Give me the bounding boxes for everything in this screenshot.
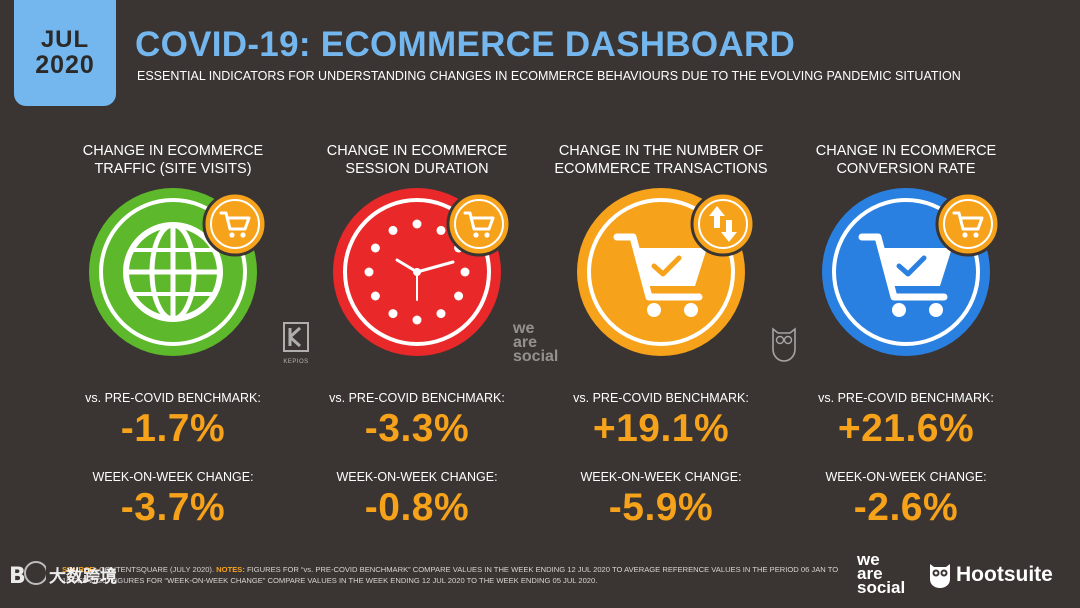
indicator-traffic: CHANGE IN ECOMMERCE TRAFFIC (SITE VISITS…: [53, 142, 293, 529]
source-text: CONTENTSQUARE (JULY 2020).: [97, 565, 217, 574]
cart-check-icon: [577, 188, 756, 356]
clock-icon: [333, 188, 512, 356]
benchmark-label: vs. PRE-COVID BENCHMARK:: [85, 391, 261, 405]
indicator-title-line2: CONVERSION RATE: [836, 161, 976, 177]
indicator-title-line2: TRAFFIC (SITE VISITS): [94, 161, 252, 177]
source-footnote: SOURCE: CONTENTSQUARE (JULY 2020). NOTES…: [62, 565, 842, 586]
benchmark-label: vs. PRE-COVID BENCHMARK:: [573, 391, 749, 405]
benchmark-label: vs. PRE-COVID BENCHMARK:: [329, 391, 505, 405]
indicator-title-line1: CHANGE IN ECOMMERCE: [815, 143, 997, 159]
hootsuite-owl-icon: [930, 564, 950, 588]
benchmark-value: -1.7%: [120, 407, 226, 450]
indicator-session-duration: CHANGE IN ECOMMERCE SESSION DURATION: [297, 142, 537, 529]
benchmark-value: -3.3%: [364, 407, 470, 450]
benchmark-value: +19.1%: [592, 407, 730, 450]
cart-check-icon: [822, 188, 1001, 356]
indicator-title-line1: CHANGE IN ECOMMERCE: [326, 143, 508, 159]
we-are-social-logo: we are social: [857, 550, 906, 597]
kepios-k-icon: [283, 322, 309, 352]
notes-label: NOTES:: [216, 565, 245, 574]
logo-we: we: [857, 550, 880, 569]
indicator-title-line2: SESSION DURATION: [345, 161, 489, 177]
up-down-arrows-icon: [690, 191, 756, 257]
cart-icon: [202, 191, 268, 257]
week-on-week-value: -2.6%: [853, 486, 959, 529]
watermark-logo: B 大数跨境: [6, 560, 117, 588]
week-on-week-label: WEEK-ON-WEEK CHANGE:: [825, 470, 987, 484]
indicator-title: CHANGE IN THE NUMBER OF ECOMMERCE TRANSA…: [541, 142, 781, 182]
logo-we: we: [513, 320, 535, 337]
logo-are: are: [513, 334, 538, 351]
badge-year: 2020: [35, 51, 95, 80]
notes-text: FIGURES FOR “vs. PRE-COVID BENCHMARK” CO…: [62, 565, 839, 585]
watermark-text: 大数跨境: [49, 566, 117, 586]
benchmark-value: +21.6%: [837, 407, 975, 450]
globe-icon: [89, 188, 268, 356]
date-badge: JUL 2020: [14, 0, 116, 106]
logo-social: social: [857, 578, 906, 597]
benchmark-label: vs. PRE-COVID BENCHMARK:: [818, 391, 994, 405]
indicator-title-line2: ECOMMERCE TRANSACTIONS: [554, 161, 768, 177]
kepios-logo: KEPIOS: [278, 322, 314, 366]
logo-social: social: [513, 348, 559, 365]
indicator-title: CHANGE IN ECOMMERCE TRAFFIC (SITE VISITS…: [53, 142, 293, 182]
we-are-social-mark: we are social: [513, 320, 559, 365]
page-title: COVID-19: ECOMMERCE DASHBOARD: [135, 25, 796, 64]
source-label: SOURCE:: [62, 565, 98, 574]
hootsuite-wordmark: Hootsuite: [956, 563, 1053, 586]
week-on-week-value: -3.7%: [120, 486, 226, 529]
indicator-conversion-rate: CHANGE IN ECOMMERCE CONVERSION RATE vs. …: [786, 142, 1026, 529]
week-on-week-label: WEEK-ON-WEEK CHANGE:: [580, 470, 742, 484]
hootsuite-logo: Hootsuite: [928, 561, 1053, 589]
indicator-transactions: CHANGE IN THE NUMBER OF ECOMMERCE TRANSA…: [541, 142, 781, 529]
week-on-week-value: -5.9%: [608, 486, 714, 529]
week-on-week-label: WEEK-ON-WEEK CHANGE:: [92, 470, 254, 484]
owl-icon: [772, 327, 796, 362]
indicator-title-line1: CHANGE IN ECOMMERCE: [82, 143, 264, 159]
badge-month: JUL: [40, 25, 90, 53]
indicator-title-line1: CHANGE IN THE NUMBER OF: [558, 143, 764, 159]
week-on-week-value: -0.8%: [364, 486, 470, 529]
kepios-text: KEPIOS: [283, 359, 309, 365]
indicator-title: CHANGE IN ECOMMERCE SESSION DURATION: [297, 142, 537, 182]
watermark-icon: B: [9, 561, 46, 588]
page-subtitle: ESSENTIAL INDICATORS FOR UNDERSTANDING C…: [137, 69, 961, 83]
logo-are: are: [857, 564, 883, 583]
indicator-title: CHANGE IN ECOMMERCE CONVERSION RATE: [786, 142, 1026, 182]
cart-icon: [935, 191, 1001, 257]
week-on-week-label: WEEK-ON-WEEK CHANGE:: [336, 470, 498, 484]
cart-icon: [446, 191, 512, 257]
svg-text:B: B: [9, 564, 26, 588]
